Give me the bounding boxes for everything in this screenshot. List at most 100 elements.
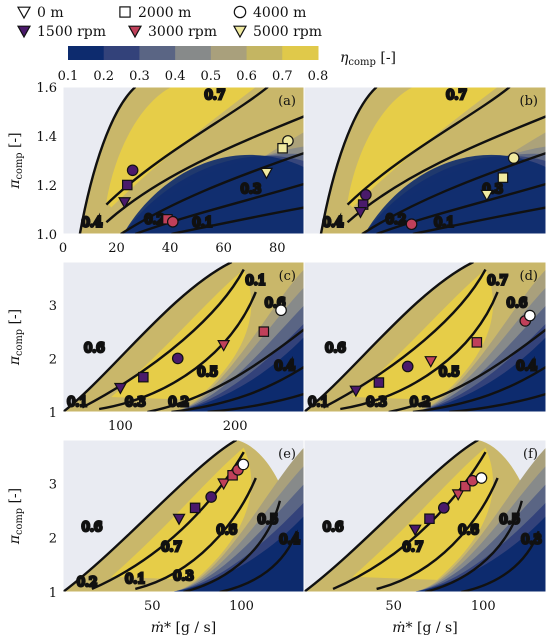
panel-label: (d) bbox=[520, 269, 538, 284]
contour-label: 0.7 bbox=[403, 540, 424, 555]
panel: 0.70.30.4 0.2 0.1(b) bbox=[303, 86, 547, 235]
data-point bbox=[138, 371, 149, 383]
contour-line bbox=[219, 530, 298, 592]
contour-line bbox=[304, 262, 474, 412]
x-tick-label: 20 bbox=[108, 241, 125, 256]
data-point bbox=[497, 172, 509, 183]
contour-label: 0.5 bbox=[499, 513, 520, 528]
y-tick-label: 1.6 bbox=[36, 81, 57, 96]
data-point bbox=[275, 304, 287, 317]
panel: 0.6 0.7 0.6 0.50.4 0.2 0.1 0.3 (e) 50 100 1 2 3 πcomp… bbox=[7, 439, 305, 636]
data-point bbox=[349, 385, 363, 398]
panel-label: (f) bbox=[523, 447, 538, 462]
data-point bbox=[217, 340, 231, 352]
contour-label: 0.7 bbox=[161, 540, 182, 555]
x-tick-label: 200 bbox=[223, 419, 248, 434]
x-tick-label: 100 bbox=[471, 599, 496, 614]
contour-label: 0.3 bbox=[241, 182, 262, 197]
contour-label: 0.1 bbox=[67, 395, 88, 410]
contour-label: 0.7 bbox=[446, 88, 467, 103]
contour-line bbox=[376, 182, 546, 234]
data-point bbox=[507, 152, 520, 164]
colorbar-segment bbox=[210, 46, 248, 60]
contour-line bbox=[63, 262, 233, 412]
y-tick-label: 1.2 bbox=[36, 179, 57, 194]
data-point bbox=[451, 489, 465, 502]
x-tick-label: 60 bbox=[215, 241, 232, 256]
panel-label: (a) bbox=[278, 94, 296, 109]
contour-line bbox=[78, 87, 137, 234]
y-tick-label: 3 bbox=[49, 299, 57, 314]
data-point bbox=[118, 197, 132, 209]
contour-label: 0.2 bbox=[77, 575, 98, 590]
contour-label: 0.4 bbox=[82, 216, 103, 231]
contour-line bbox=[412, 365, 546, 412]
panel: 0.6 0.7 0.6 0.50.3 (f) 50 100 ṁ* [g / s] bbox=[303, 439, 547, 636]
x-tick-label: 0 bbox=[59, 241, 67, 256]
contour-label: 0.7 bbox=[204, 88, 225, 103]
colorbar-segment bbox=[246, 46, 283, 60]
legend-marker bbox=[16, 25, 32, 39]
data-point bbox=[405, 218, 418, 231]
y-tick-label: 1.4 bbox=[36, 130, 57, 145]
colorbar-segment bbox=[68, 46, 105, 60]
y-tick-label: 2 bbox=[49, 532, 57, 547]
contour-label: 0.6 bbox=[458, 523, 479, 538]
x-axis-label: ṁ* [g / s] bbox=[151, 620, 216, 636]
colorbar-segment bbox=[139, 46, 176, 60]
y-tick-label: 3 bbox=[49, 477, 57, 492]
plot-frame bbox=[303, 439, 547, 593]
y-axis-label: πcomp [-] bbox=[7, 132, 25, 189]
legend-label: 4000 m bbox=[253, 5, 306, 21]
legend-marker bbox=[119, 6, 131, 18]
data-point bbox=[408, 524, 422, 537]
contour-label: 0.1 bbox=[434, 216, 455, 231]
x-tick-label: 50 bbox=[144, 599, 161, 614]
contour-label: 0.4 bbox=[516, 359, 537, 374]
contour-line bbox=[340, 291, 499, 411]
colorbar-tick: 0.6 bbox=[236, 69, 257, 84]
data-point bbox=[126, 164, 139, 177]
data-point bbox=[460, 480, 471, 492]
data-point bbox=[373, 377, 385, 388]
colorbar-tick: 0.2 bbox=[93, 69, 114, 84]
x-tick-label: 100 bbox=[108, 419, 133, 434]
contour-label: 0.2 bbox=[386, 213, 407, 228]
data-point bbox=[172, 513, 186, 526]
colorbar-segment bbox=[282, 46, 319, 60]
x-tick-label: 80 bbox=[269, 241, 286, 256]
colorbar-tick: 0.3 bbox=[129, 69, 150, 84]
data-point bbox=[471, 337, 483, 348]
legend-label: 0 m bbox=[37, 5, 64, 21]
contour-label: 0.3 bbox=[366, 395, 387, 410]
contour-label: 0.6 bbox=[82, 520, 103, 535]
contour-label: 0.7 bbox=[487, 274, 508, 289]
data-point bbox=[424, 356, 438, 368]
contour-label: 0.3 bbox=[521, 532, 542, 547]
legend-label: 3000 rpm bbox=[148, 24, 217, 40]
data-point bbox=[424, 513, 435, 524]
legend-label: 2000 m bbox=[138, 5, 191, 21]
x-tick-label: 100 bbox=[229, 599, 254, 614]
eff-region bbox=[412, 337, 546, 412]
x-tick-label: 50 bbox=[385, 599, 402, 614]
panel-label: (e) bbox=[278, 447, 296, 462]
colorbar-tick: 0.8 bbox=[308, 69, 329, 84]
data-point bbox=[437, 502, 450, 514]
contour-line bbox=[346, 87, 511, 206]
contour-label: 0.3 bbox=[125, 395, 146, 410]
eff-region bbox=[171, 516, 304, 592]
data-point bbox=[524, 309, 536, 322]
data-point bbox=[189, 502, 201, 514]
contour-line bbox=[171, 206, 304, 234]
contour-line bbox=[319, 87, 378, 234]
plot-frame bbox=[303, 86, 547, 235]
panel: 0.60.10.60.5 0.40.1 0.3 0.2(c)100 200123πcom… bbox=[7, 261, 305, 434]
contour-line bbox=[171, 365, 304, 412]
contour-line bbox=[63, 440, 238, 592]
data-point bbox=[113, 382, 127, 395]
panel: 0.7 0.3 0.4 0.2 0.1 (a) 0 20 40 60 80 1.0 1.2 1.4 1.6 π… bbox=[7, 81, 305, 256]
data-point bbox=[480, 189, 494, 202]
data-point bbox=[259, 167, 274, 180]
